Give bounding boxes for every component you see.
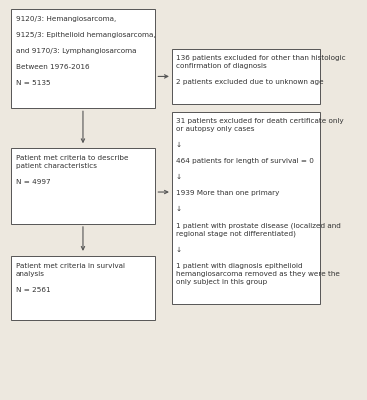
Text: 31 patients excluded for death certificate only
or autopsy only cases

↓

464 pa: 31 patients excluded for death certifica… (176, 118, 344, 285)
FancyBboxPatch shape (172, 112, 320, 304)
Text: Patient met criteria in survival
analysis

N = 2561: Patient met criteria in survival analysi… (15, 263, 124, 293)
Text: 9120/3: Hemangiosarcoma,

9125/3: Epithelioid hemangiosarcoma,

and 9170/3: Lymp: 9120/3: Hemangiosarcoma, 9125/3: Epithel… (15, 16, 155, 86)
FancyBboxPatch shape (11, 256, 155, 320)
Text: 136 patients excluded for other than histologic
confirmation of diagnosis

2 pat: 136 patients excluded for other than his… (176, 54, 345, 84)
FancyBboxPatch shape (172, 48, 320, 104)
FancyBboxPatch shape (11, 9, 155, 108)
FancyBboxPatch shape (11, 148, 155, 224)
Text: Patient met criteria to describe
patient characteristics

N = 4997: Patient met criteria to describe patient… (15, 155, 128, 185)
